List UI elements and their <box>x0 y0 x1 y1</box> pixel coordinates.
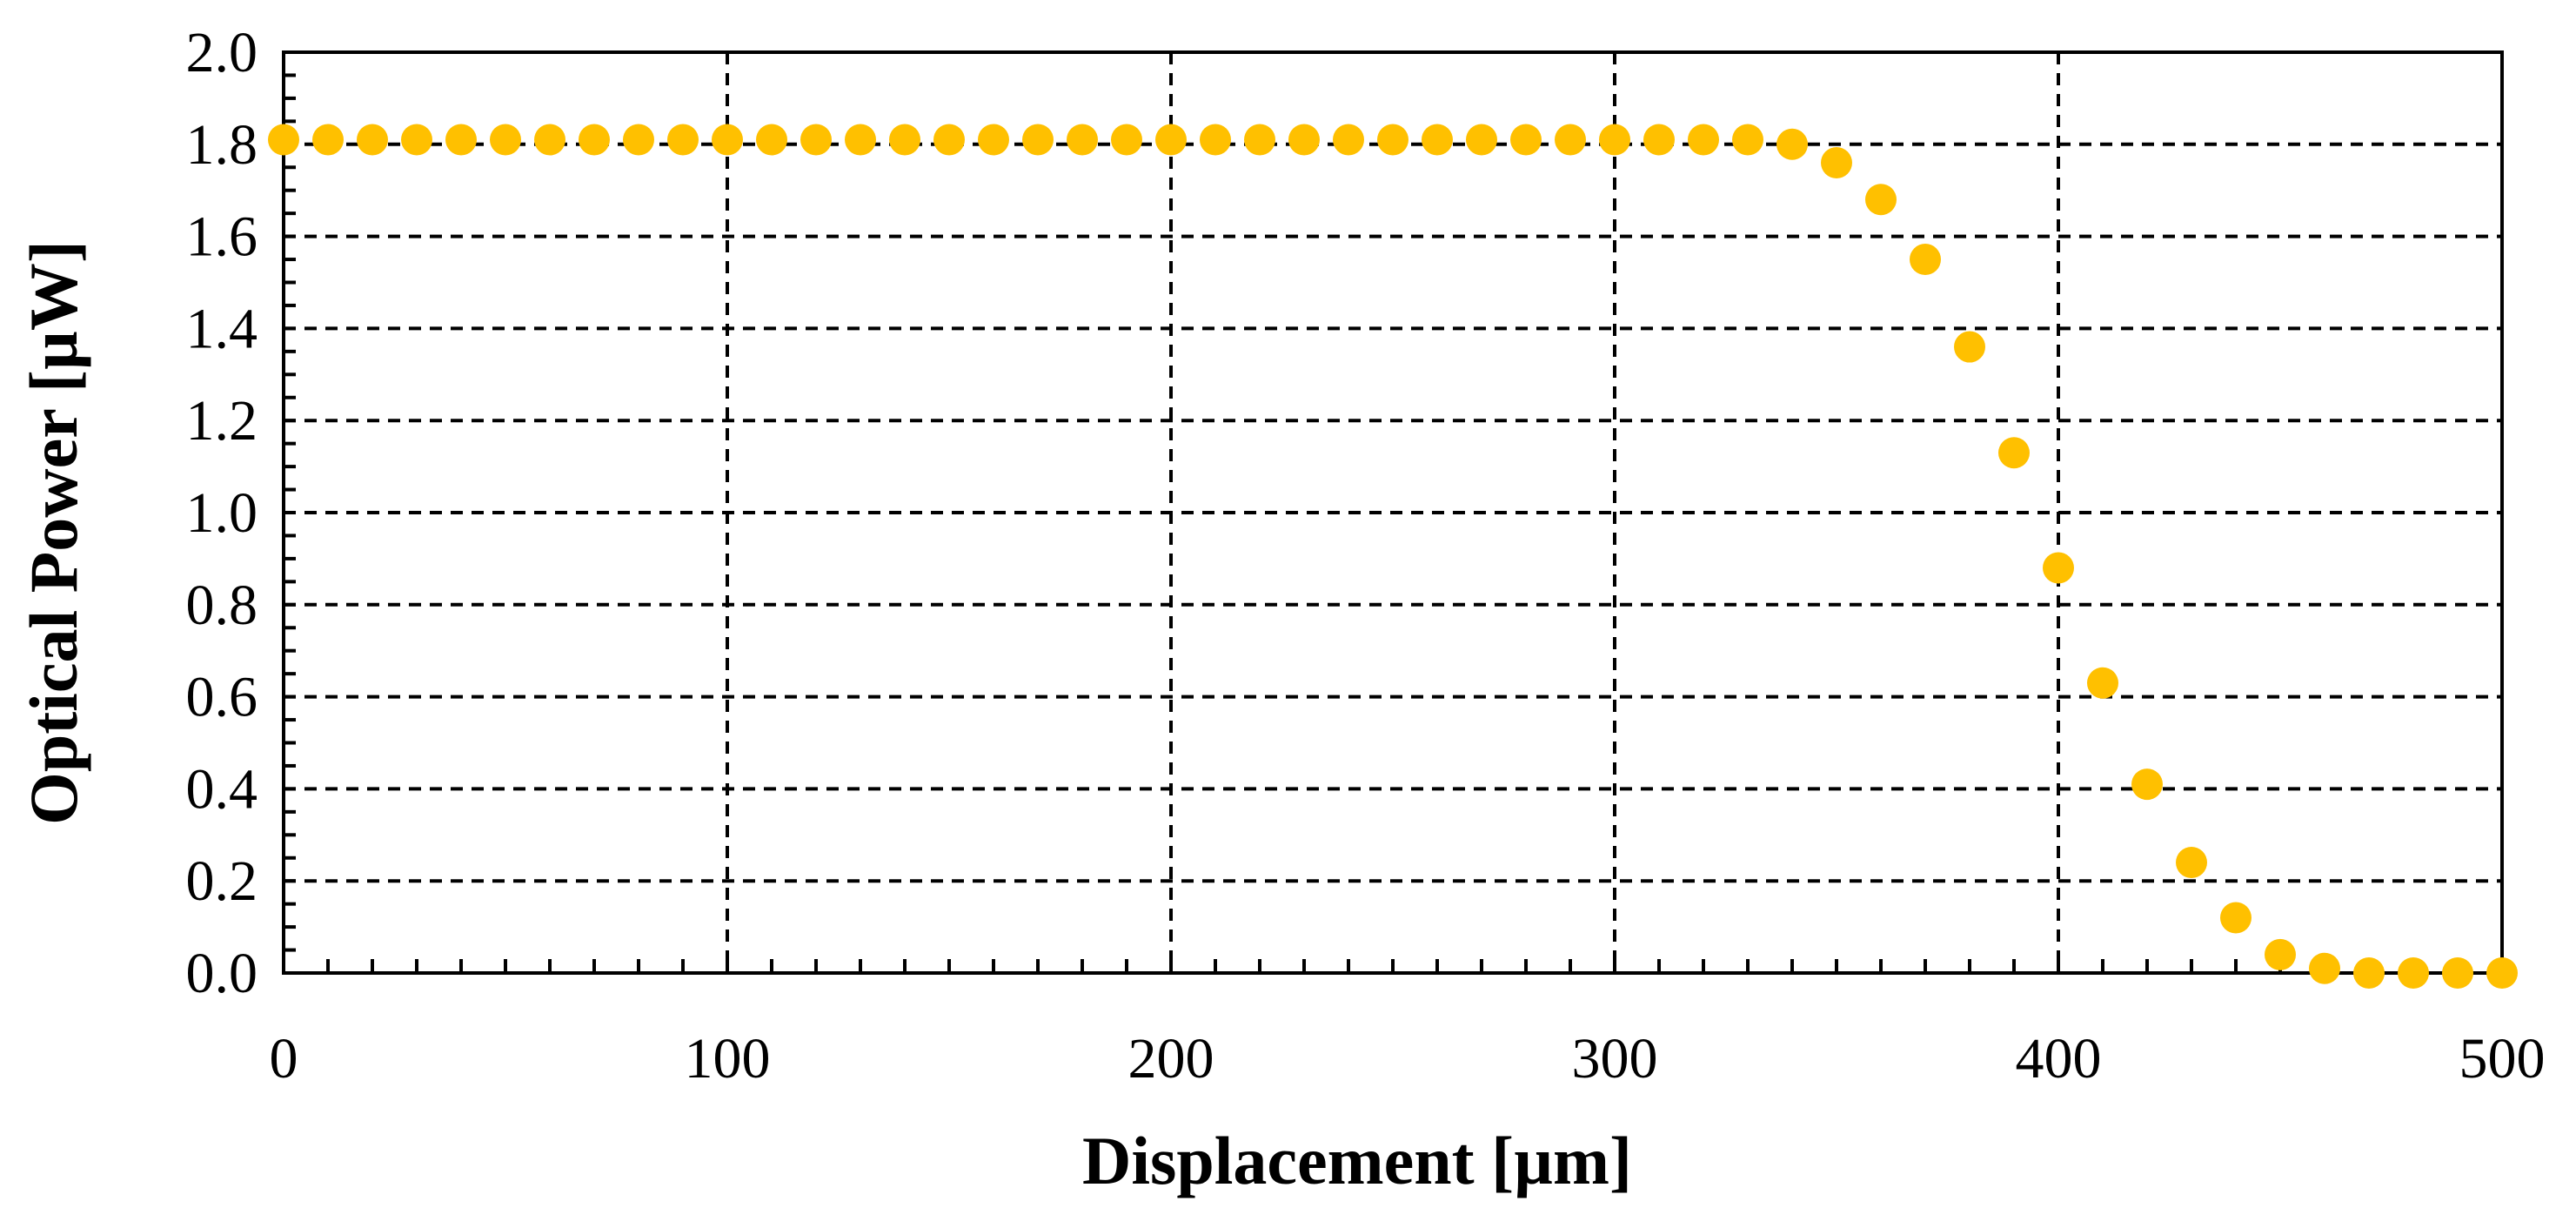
y-tick-label: 1.0 <box>186 481 258 545</box>
data-point <box>623 124 654 156</box>
data-point <box>1910 244 1941 276</box>
data-point <box>445 124 477 156</box>
x-tick-label: 100 <box>685 1027 771 1090</box>
data-point <box>534 124 565 156</box>
data-point <box>1155 124 1187 156</box>
data-point <box>1422 124 1453 156</box>
y-tick-label: 0.6 <box>186 666 258 729</box>
data-point <box>1643 124 1675 156</box>
data-point <box>1555 124 1586 156</box>
data-point <box>2220 902 2251 934</box>
data-point <box>2131 768 2163 801</box>
data-point <box>1288 124 1320 156</box>
x-tick-label: 500 <box>2459 1027 2546 1090</box>
x-tick-label: 200 <box>1128 1027 1214 1090</box>
data-point <box>268 124 299 156</box>
y-tick-label: 0.4 <box>186 757 258 821</box>
data-point <box>1377 124 1408 156</box>
data-point <box>1688 124 1719 156</box>
data-point <box>1067 124 1098 156</box>
x-tick-label: 400 <box>2016 1027 2102 1090</box>
data-point <box>1333 124 1364 156</box>
data-point <box>845 124 876 156</box>
data-point <box>712 124 743 156</box>
data-point <box>756 124 787 156</box>
data-point <box>1732 124 1763 156</box>
data-point <box>1022 124 1054 156</box>
data-point <box>1865 184 1897 216</box>
y-tick-label: 0.0 <box>186 942 258 1005</box>
data-point <box>2176 847 2207 879</box>
data-points <box>268 124 2518 989</box>
data-point <box>2265 938 2296 970</box>
data-point <box>1954 331 1985 363</box>
y-tick-label: 0.8 <box>186 574 258 637</box>
y-tick-label: 1.6 <box>186 205 258 269</box>
y-tick-label: 1.8 <box>186 113 258 177</box>
data-point <box>1200 124 1231 156</box>
data-point <box>1510 124 1542 156</box>
y-tick-label: 1.4 <box>186 297 258 360</box>
tick-labels: 0.0 0.2 0.4 0.6 0.8 1.0 1.2 1.4 1.6 1.8 2.0 0 100 200… <box>186 21 2546 1090</box>
data-point <box>800 124 832 156</box>
data-point <box>2398 957 2429 989</box>
x-tick-label: 300 <box>1572 1027 1658 1090</box>
data-point <box>2309 952 2340 984</box>
data-point <box>889 124 920 156</box>
data-point <box>2486 957 2518 989</box>
data-point <box>933 124 965 156</box>
data-point <box>1111 124 1142 156</box>
data-point <box>490 124 521 156</box>
data-point <box>1821 146 1852 178</box>
data-point <box>401 124 432 156</box>
y-axis-title: Optical Power [µW] <box>16 240 91 825</box>
x-tick-label: 0 <box>270 1027 298 1090</box>
data-point <box>2353 957 2385 989</box>
data-point <box>978 124 1009 156</box>
data-point <box>1776 128 1808 160</box>
data-point <box>579 124 610 156</box>
axes <box>282 50 2504 975</box>
data-point <box>2442 957 2473 989</box>
data-point <box>1998 437 2030 469</box>
y-tick-label: 1.2 <box>186 389 258 453</box>
data-point <box>667 124 699 156</box>
data-point <box>1244 124 1275 156</box>
data-point <box>357 124 388 156</box>
data-point <box>2087 667 2118 699</box>
y-tick-label: 2.0 <box>186 21 258 84</box>
data-point <box>1599 124 1630 156</box>
x-axis-title: Displacement [µm] <box>1082 1123 1632 1198</box>
data-point <box>2043 552 2074 584</box>
data-point <box>1466 124 1497 156</box>
y-tick-label: 0.2 <box>186 849 258 913</box>
data-point <box>312 124 344 156</box>
